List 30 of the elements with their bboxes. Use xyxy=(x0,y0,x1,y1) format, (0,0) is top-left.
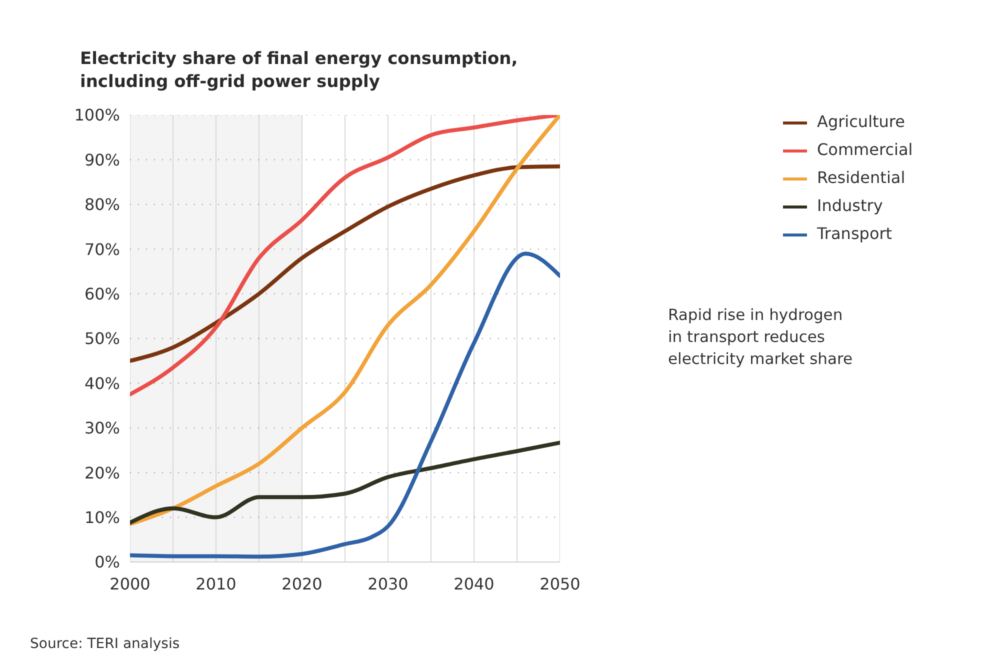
y-tick-label: 40% xyxy=(84,374,120,393)
line-series xyxy=(130,115,560,526)
legend-label: Agriculture xyxy=(817,112,905,131)
y-tick-label: 10% xyxy=(84,508,120,527)
y-tick-label: 70% xyxy=(84,240,120,259)
legend-label: Residential xyxy=(817,168,906,187)
line-series xyxy=(130,252,560,559)
text: Rapid rise in hydrogen in transport reduces electricity market share xyxy=(668,305,854,370)
y-tick-label: 20% xyxy=(84,463,120,482)
line-series xyxy=(130,164,560,363)
x-tick-label: 2010 xyxy=(196,574,236,594)
chart-title: Electricity share of final energy consumption, including off-grid power supply xyxy=(80,48,519,94)
y-tick-label: 0% xyxy=(94,552,120,572)
legend-label: Industry xyxy=(817,196,883,215)
source-note: Source: TERI analysis xyxy=(30,636,180,652)
line-series xyxy=(130,440,560,525)
x-tick-label: 2000 xyxy=(110,574,150,594)
line-series xyxy=(130,115,560,396)
y-tick-label: 90% xyxy=(84,150,120,170)
y-tick-label: 30% xyxy=(84,418,120,438)
y-tick-label: 100% xyxy=(74,106,120,125)
legend-label: Commercial xyxy=(817,140,913,159)
x-tick-label: 2020 xyxy=(282,574,322,594)
x-tick-label: 2030 xyxy=(368,574,408,594)
y-tick-label: 60% xyxy=(84,284,120,304)
legend-label: Transport xyxy=(817,224,892,243)
x-tick-label: 2050 xyxy=(540,574,580,594)
y-tick-label: 50% xyxy=(84,329,120,348)
x-tick-label: 2040 xyxy=(454,574,494,594)
y-tick-label: 80% xyxy=(84,195,120,214)
